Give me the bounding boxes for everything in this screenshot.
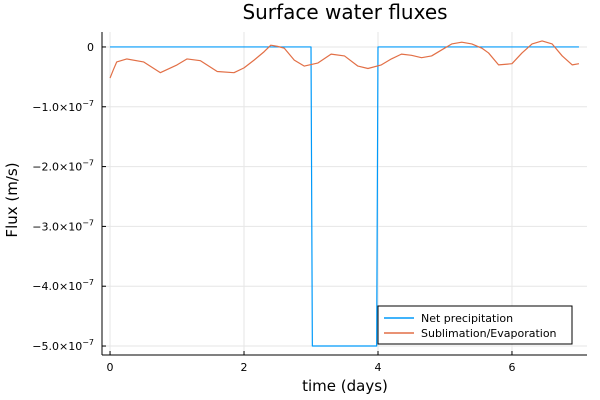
series-lines (109, 40, 580, 347)
ticks: 0 2 4 6 0 −1.0×10−7 −2.0×10−7 −3.0×10−7 −4.0×10−… (32, 41, 515, 374)
legend: Net precipitation Sublimation/Evaporation (377, 305, 573, 345)
y-tick-label: −5.0×10−7 (32, 338, 94, 353)
legend-label: Net precipitation (421, 312, 513, 325)
y-tick-label: −2.0×10−7 (32, 159, 94, 174)
series-line-2 (109, 40, 580, 79)
x-tick-label: 6 (508, 361, 515, 374)
y-tick-label: −1.0×10−7 (32, 99, 94, 114)
x-tick-label: 0 (107, 361, 114, 374)
y-tick-label: 0 (87, 41, 94, 54)
x-tick-label: 2 (241, 361, 248, 374)
legend-box (377, 305, 573, 345)
x-tick-label: 4 (374, 361, 381, 374)
chart-title: Surface water fluxes (242, 0, 447, 24)
y-tick-label: −4.0×10−7 (32, 278, 94, 293)
legend-label: Sublimation/Evaporation (421, 327, 557, 340)
x-axis-label: time (days) (302, 377, 388, 395)
axes (101, 32, 587, 356)
y-axis-label: Flux (m/s) (3, 162, 21, 237)
y-tick-label: −3.0×10−7 (32, 218, 94, 233)
